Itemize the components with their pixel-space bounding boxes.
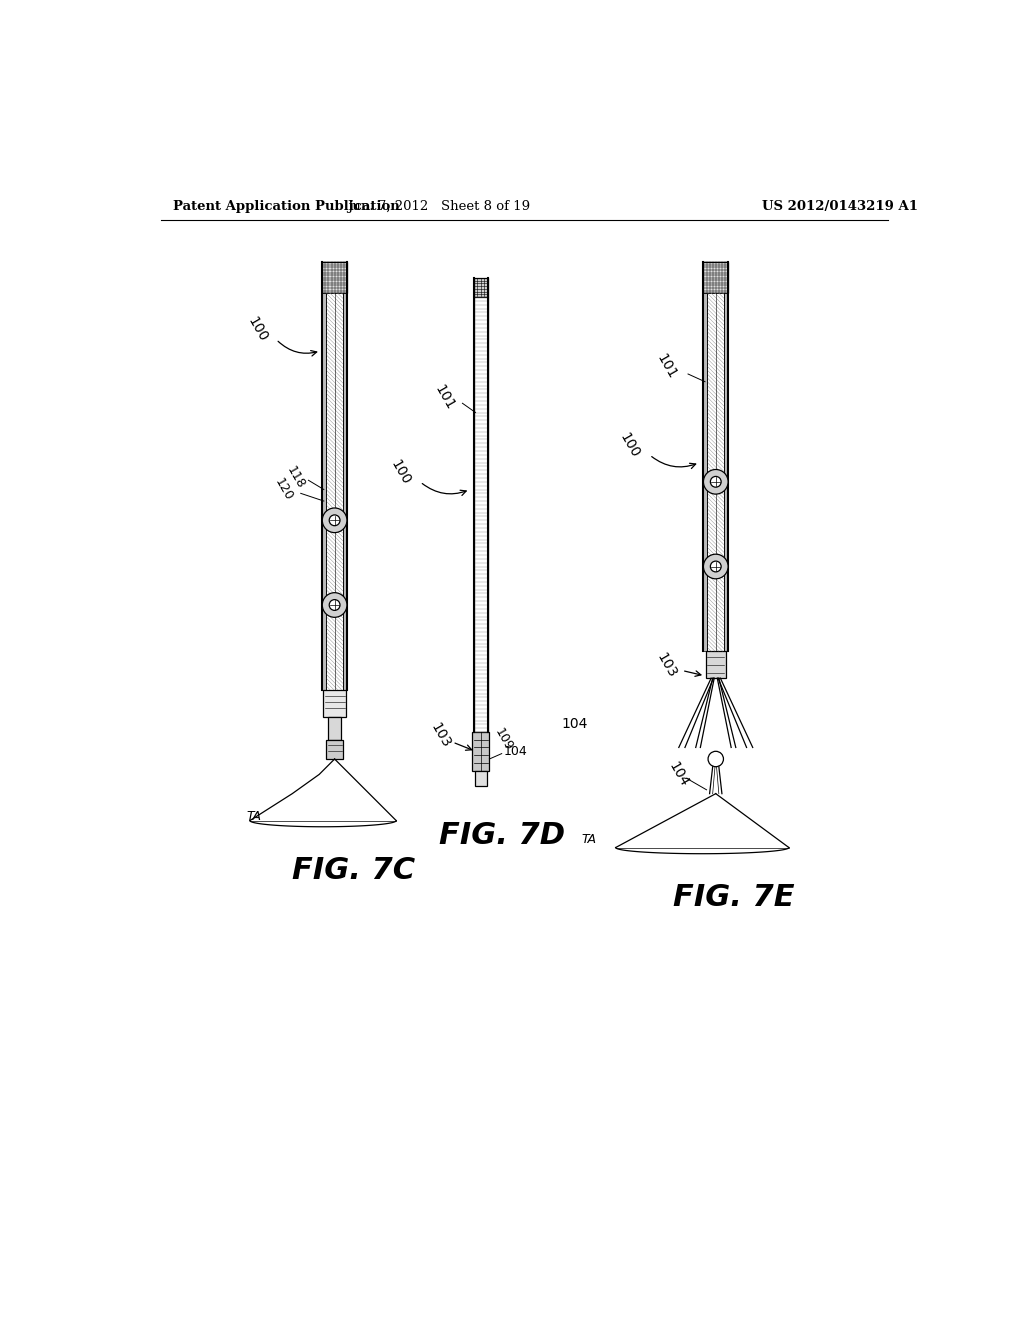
Circle shape [330,599,340,610]
Circle shape [323,593,347,618]
Text: TA: TA [246,810,261,824]
Text: 104: 104 [666,759,691,789]
Bar [329,717,341,739]
Bar [323,293,326,689]
Bar [708,293,724,651]
Text: US 2012/0143219 A1: US 2012/0143219 A1 [762,199,918,213]
Bar [343,293,347,689]
Bar [472,733,489,771]
Text: 109: 109 [492,726,515,754]
Text: 120: 120 [272,477,295,503]
Text: 100: 100 [246,314,270,345]
Bar [326,739,343,759]
Circle shape [330,515,340,525]
Text: FIG. 7E: FIG. 7E [674,883,795,912]
Circle shape [711,561,721,572]
Text: 103: 103 [428,721,453,751]
Text: 100: 100 [617,430,642,461]
Circle shape [703,554,728,578]
Text: 101: 101 [432,381,457,412]
Text: 104: 104 [503,744,527,758]
Bar [706,651,726,678]
Bar [326,293,343,689]
Bar [703,263,728,293]
Bar [474,277,487,297]
Text: FIG. 7C: FIG. 7C [292,857,416,886]
Bar [474,297,487,733]
Text: 104: 104 [562,717,588,731]
Circle shape [708,751,724,767]
Bar [323,263,347,293]
Text: TA: TA [581,833,596,846]
Bar [475,771,487,785]
Bar [703,293,708,651]
Text: 118: 118 [284,465,307,491]
Circle shape [323,508,347,533]
Circle shape [703,470,728,494]
Text: FIG. 7D: FIG. 7D [438,821,564,850]
Bar [724,293,728,651]
Text: 101: 101 [653,351,679,381]
Text: Jun. 7, 2012   Sheet 8 of 19: Jun. 7, 2012 Sheet 8 of 19 [347,199,530,213]
Bar [323,689,346,717]
Text: Patent Application Publication: Patent Application Publication [173,199,399,213]
Circle shape [711,477,721,487]
Text: 100: 100 [388,458,413,487]
Text: 103: 103 [653,651,679,680]
